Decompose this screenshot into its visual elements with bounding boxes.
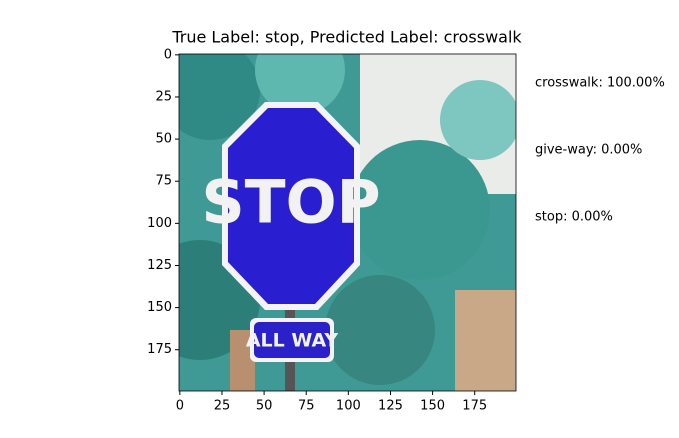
y-tick-label: 75 <box>155 174 172 189</box>
y-tick-label: 25 <box>155 89 172 104</box>
x-tick-label: 100 <box>336 399 361 414</box>
y-tick-label: 175 <box>147 342 172 357</box>
chart-title: True Label: stop, Predicted Label: cross… <box>171 28 522 47</box>
x-tick-label: 175 <box>462 399 487 414</box>
y-tick-label: 150 <box>147 300 172 315</box>
prediction-label: crosswalk: 100.00% <box>535 76 665 91</box>
axes-frame <box>178 53 517 392</box>
y-tick-label: 100 <box>147 216 172 231</box>
x-tick-label: 0 <box>176 399 184 414</box>
x-tick-label: 25 <box>214 399 231 414</box>
prediction-label: stop: 0.00% <box>535 210 613 225</box>
y-tick-label: 50 <box>155 132 172 147</box>
prediction-label: give-way: 0.00% <box>535 143 642 158</box>
sign-text: STOP <box>201 168 380 238</box>
y-tick-label: 125 <box>147 258 172 273</box>
plate-text: ALL WAY <box>246 330 339 352</box>
x-tick-label: 50 <box>256 399 273 414</box>
x-tick-label: 150 <box>420 399 445 414</box>
x-tick-label: 75 <box>298 399 315 414</box>
image <box>179 54 516 391</box>
x-tick-label: 125 <box>378 399 403 414</box>
y-tick-label: 0 <box>164 47 172 62</box>
